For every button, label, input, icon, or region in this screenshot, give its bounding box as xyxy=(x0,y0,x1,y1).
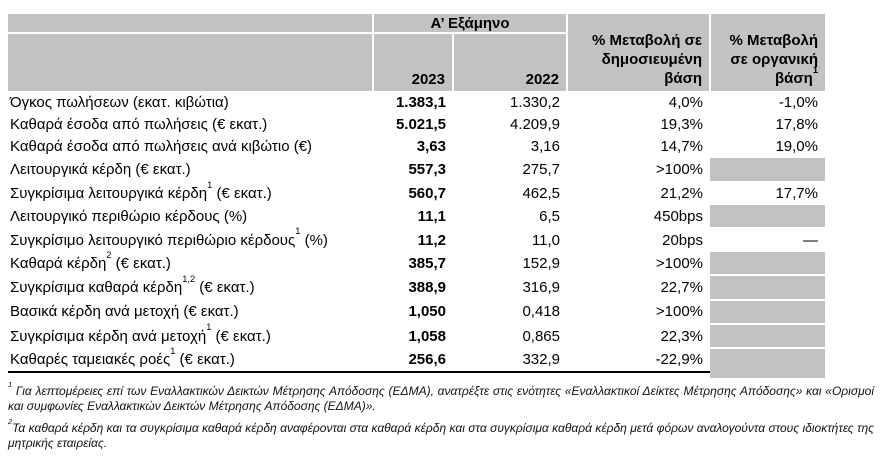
value-organic-change: 19,0% xyxy=(775,138,818,156)
table-row: Συγκρίσιμο λειτουργικό περιθώριο κέρδους… xyxy=(8,226,825,251)
table-row: Συγκρίσιμα κέρδη ανά μετοχή1 (€ εκατ.) 1,… xyxy=(8,322,825,350)
column-header-organic-change: % Μεταβολή σε οργανική βάση1 xyxy=(709,14,825,91)
row-label: Καθαρές ταμειακές ροές1 (€ εκατ.) xyxy=(8,346,373,373)
row-label: Συγκρίσιμα λειτουργικά κέρδη1 (€ εκατ.) xyxy=(10,179,272,202)
value-2022: 332,9 xyxy=(453,348,567,373)
value-2023: 11,1 xyxy=(417,208,446,226)
row-label: Συγκρίσιμα καθαρά κέρδη1,2 (€ εκατ.) xyxy=(10,273,255,296)
table-row: Συγκρίσιμα λειτουργικά κέρδη1 (€ εκατ.) 5… xyxy=(8,179,825,205)
value-2023: 256,6 xyxy=(373,348,453,373)
table-row: Καθαρά έσοδα από πωλήσεις (€ εκατ.) 5.021… xyxy=(8,113,825,135)
value-2022: 1.330,2 xyxy=(509,93,560,111)
value-2022: 152,9 xyxy=(522,254,560,272)
value-2023: 560,7 xyxy=(408,184,446,202)
value-published-change: 22,7% xyxy=(660,278,703,296)
table-row: Καθαρές ταμειακές ροές1 (€ εκατ.) 256,6 33… xyxy=(8,346,825,378)
header-label-cell xyxy=(8,33,373,91)
row-label: Όγκος πωλήσεων (εκατ. κιβώτια) xyxy=(10,93,229,111)
row-label: Βασικά κέρδη ανά μετοχή (€ εκατ.) xyxy=(10,303,239,321)
value-organic-change: 17,8% xyxy=(775,116,818,134)
value-2022: 11,0 xyxy=(531,231,560,249)
value-2023: 557,3 xyxy=(408,161,446,179)
row-label: Καθαρά έσοδα από πωλήσεις (€ εκατ.) xyxy=(10,116,268,134)
table-row: Καθαρά κέρδη2 (€ εκατ.) 385,7 152,9 >100% xyxy=(8,249,825,277)
organic-change-shaded-cell xyxy=(710,348,825,378)
value-published-change: 19,3% xyxy=(660,116,703,134)
footnote-1: 1 Για λεπτομέρειες επί των Εναλλακτικών … xyxy=(8,379,874,413)
table-header: Α’ Εξάμηνο % Μεταβολή σε δημοσιευμένη βά… xyxy=(8,14,825,91)
row-label: Συγκρίσιμο λειτουργικό περιθώριο κέρδους… xyxy=(10,226,328,249)
table-row: Λειτουργικά κέρδη (€ εκατ.) 557,3 275,7 >10… xyxy=(8,158,825,183)
row-label: Καθαρά κέρδη2 (€ εκατ.) xyxy=(10,249,171,272)
column-header-2023: 2023 xyxy=(372,33,453,91)
footnotes: 1 Για λεπτομέρειες επί των Εναλλακτικών … xyxy=(8,379,874,458)
header-row-years: 2023 2022 xyxy=(8,33,825,91)
value-2023: 11,2 xyxy=(417,231,446,249)
table-row: Όγκος πωλήσεων (εκατ. κιβώτια) 1.383,1 1.3… xyxy=(8,91,825,113)
row-label: Καθαρά έσοδα από πωλήσεις ανά κιβώτιο (€… xyxy=(10,138,313,156)
value-2022: 3,16 xyxy=(530,138,560,156)
value-2022: 6,5 xyxy=(539,208,560,226)
value-2022: 275,7 xyxy=(522,161,560,179)
value-2022: 0,418 xyxy=(522,303,560,321)
table-row: Καθαρά έσοδα από πωλήσεις ανά κιβώτιο (€… xyxy=(8,136,825,158)
value-2023: 1.383,1 xyxy=(395,93,446,111)
value-published-change: -22,9% xyxy=(567,348,710,373)
value-organic-change: — xyxy=(803,232,818,250)
value-published-change: >100% xyxy=(655,161,703,179)
column-header-2022: 2022 xyxy=(452,33,567,91)
value-2022: 0,865 xyxy=(522,327,560,345)
value-published-change: 20bps xyxy=(662,231,703,249)
header-corner-cell xyxy=(8,14,373,34)
table-body: Όγκος πωλήσεων (εκατ. κιβώτια) 1.383,1 1.3… xyxy=(8,91,825,378)
organic-change-shaded-cell xyxy=(710,251,825,277)
period-group-header: Α’ Εξάμηνο xyxy=(372,14,567,34)
value-published-change: 21,2% xyxy=(660,184,703,202)
table-row: Συγκρίσιμα καθαρά κέρδη1,2 (€ εκατ.) 388,… xyxy=(8,273,825,301)
organic-change-shaded-cell xyxy=(710,323,825,350)
value-organic-change: 17,7% xyxy=(775,185,818,203)
value-published-change: 14,7% xyxy=(660,138,703,156)
value-2023: 1,058 xyxy=(408,327,446,345)
organic-change-shaded-cell xyxy=(710,204,825,230)
financial-results-table: Α’ Εξάμηνο % Μεταβολή σε δημοσιευμένη βά… xyxy=(8,14,825,378)
value-2022: 4.209,9 xyxy=(509,116,560,134)
table-row: Βασικά κέρδη ανά μετοχή (€ εκατ.) 1,050 0,… xyxy=(8,299,825,325)
organic-change-shaded-cell xyxy=(710,158,825,183)
row-label: Συγκρίσιμα κέρδη ανά μετοχή1 (€ εκατ.) xyxy=(10,322,271,345)
value-organic-change: -1,0% xyxy=(778,93,818,111)
organic-change-shaded-cell xyxy=(710,299,825,325)
value-published-change: >100% xyxy=(655,254,703,272)
footnote-2: 2Τα καθαρά κέρδη και τα συγκρίσιμα καθαρ… xyxy=(8,416,874,450)
value-published-change: 22,3% xyxy=(660,327,703,345)
value-2023: 1,050 xyxy=(408,303,446,321)
value-2023: 5.021,5 xyxy=(395,116,446,134)
value-2023: 385,7 xyxy=(408,254,446,272)
value-published-change: 4,0% xyxy=(668,93,703,111)
value-2023: 3,63 xyxy=(416,138,446,156)
organic-change-shaded-cell xyxy=(710,275,825,301)
value-2023: 388,9 xyxy=(408,278,446,296)
table-row: Λειτουργικό περιθώριο κέρδους (%) 11,1 6,5… xyxy=(8,204,825,230)
value-2022: 316,9 xyxy=(522,278,560,296)
value-2022: 462,5 xyxy=(522,184,560,202)
row-label: Λειτουργικό περιθώριο κέρδους (%) xyxy=(10,208,248,226)
value-published-change: >100% xyxy=(655,303,703,321)
header-row-period: Α’ Εξάμηνο % Μεταβολή σε δημοσιευμένη βά… xyxy=(8,14,825,91)
row-label: Λειτουργικά κέρδη (€ εκατ.) xyxy=(10,161,191,179)
value-published-change: 450bps xyxy=(653,208,703,226)
column-header-published-change: % Μεταβολή σε δημοσιευμένη βάση xyxy=(566,14,710,91)
